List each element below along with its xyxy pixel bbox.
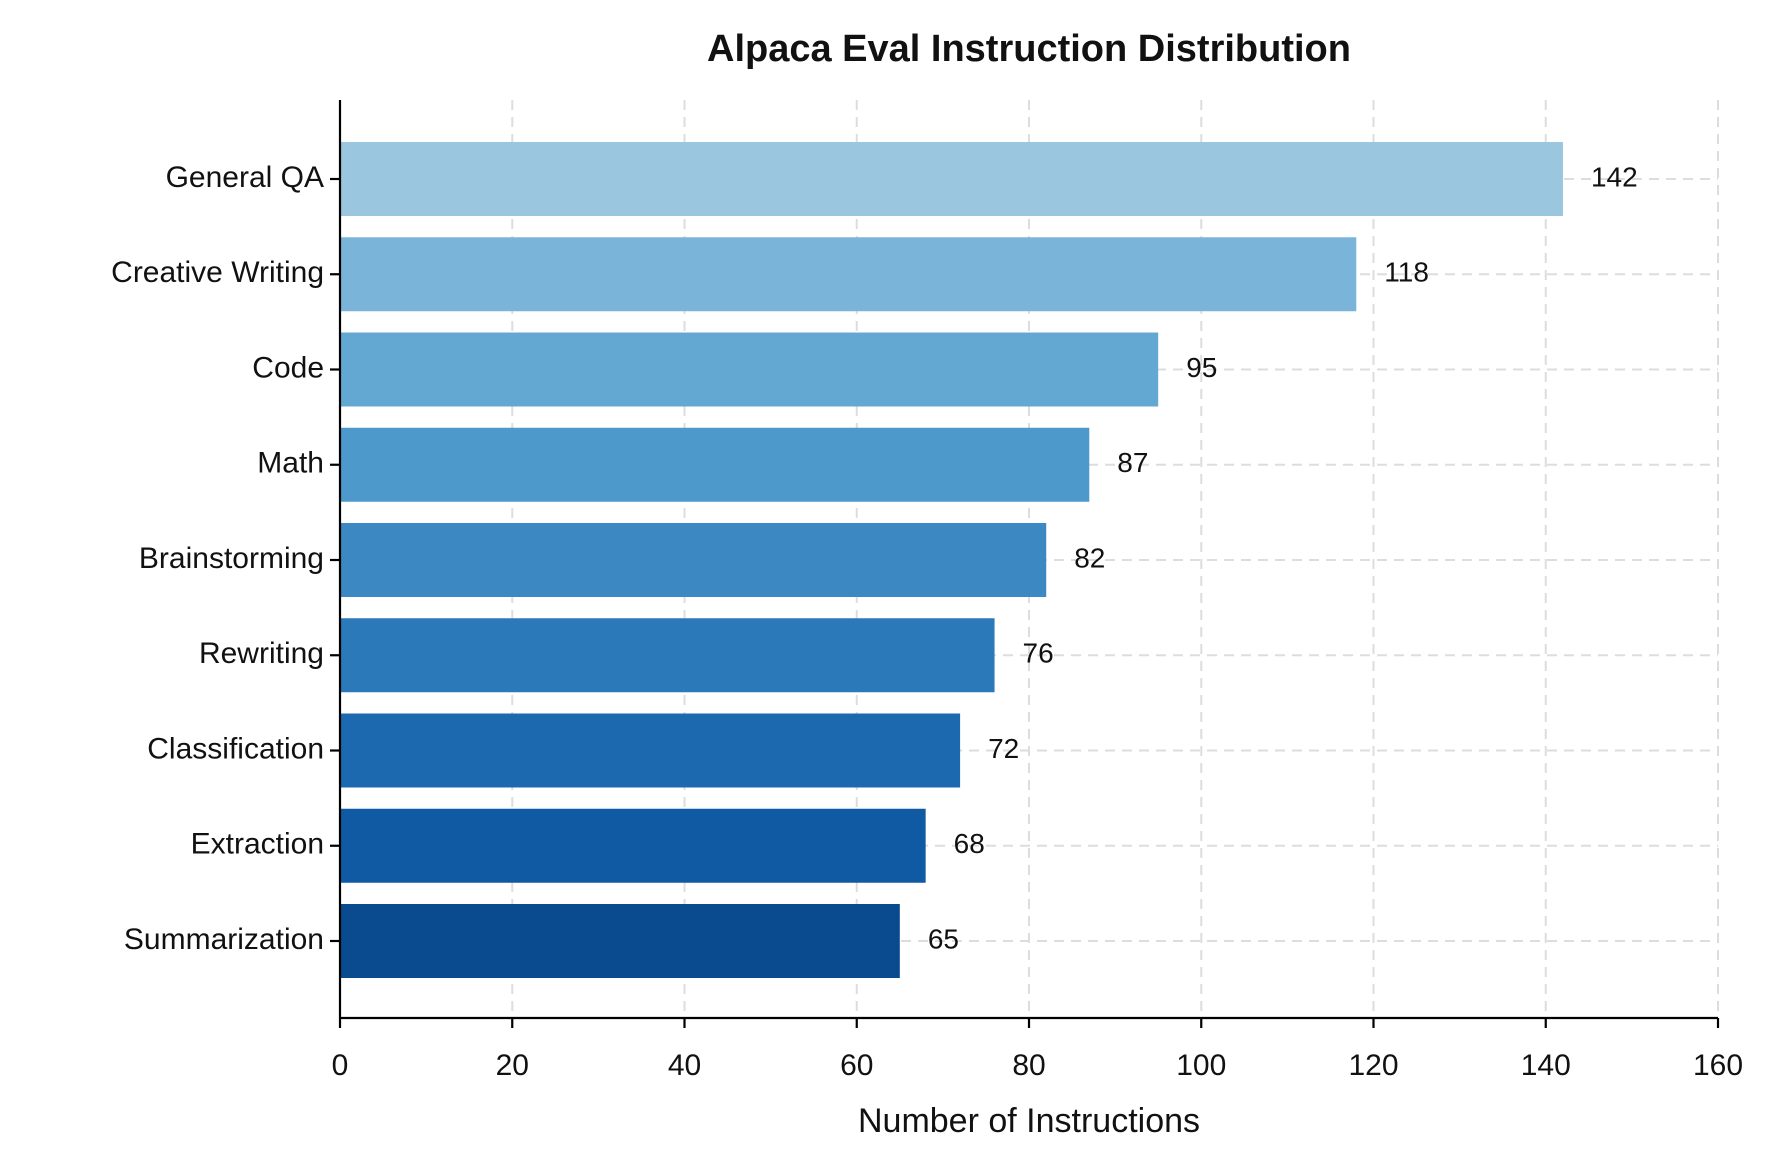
y-tick-label: General QA <box>166 161 324 194</box>
bar <box>340 427 1090 502</box>
bar <box>340 713 961 788</box>
value-label: 65 <box>928 923 959 954</box>
x-tick-label: 0 <box>332 1049 349 1082</box>
x-tick-label: 40 <box>668 1049 701 1082</box>
bar <box>340 808 926 883</box>
bar <box>340 237 1357 312</box>
bar <box>340 332 1159 407</box>
value-label: 82 <box>1074 542 1105 573</box>
x-tick-label: 160 <box>1693 1049 1743 1082</box>
chart-title: Alpaca Eval Instruction Distribution <box>707 28 1351 70</box>
value-label: 72 <box>988 733 1019 764</box>
value-label: 87 <box>1117 447 1148 478</box>
value-label: 118 <box>1384 257 1429 288</box>
y-tick-label: Math <box>257 447 324 480</box>
y-tick-label: Rewriting <box>199 637 324 670</box>
x-tick-label: 140 <box>1521 1049 1571 1082</box>
bar <box>340 142 1563 216</box>
value-label: 68 <box>954 828 985 859</box>
bar <box>340 618 995 693</box>
x-tick-label: 120 <box>1348 1049 1398 1082</box>
y-tick-label: Classification <box>147 732 324 765</box>
y-tick-label: Brainstorming <box>139 542 324 575</box>
x-axis-label: Number of Instructions <box>858 1102 1200 1140</box>
x-tick-label: 60 <box>840 1049 873 1082</box>
x-tick-label: 100 <box>1176 1049 1226 1082</box>
x-tick-label: 80 <box>1012 1049 1045 1082</box>
value-label: 142 <box>1591 161 1638 192</box>
bar <box>340 523 1047 597</box>
value-label: 95 <box>1186 352 1217 383</box>
value-label: 76 <box>1023 638 1054 669</box>
y-tick-label: Summarization <box>124 923 324 956</box>
x-tick-label: 20 <box>496 1049 529 1082</box>
y-tick-label: Creative Writing <box>111 256 324 289</box>
bar <box>340 904 900 978</box>
y-tick-label: Extraction <box>191 828 324 861</box>
y-tick-label: Code <box>252 351 324 384</box>
